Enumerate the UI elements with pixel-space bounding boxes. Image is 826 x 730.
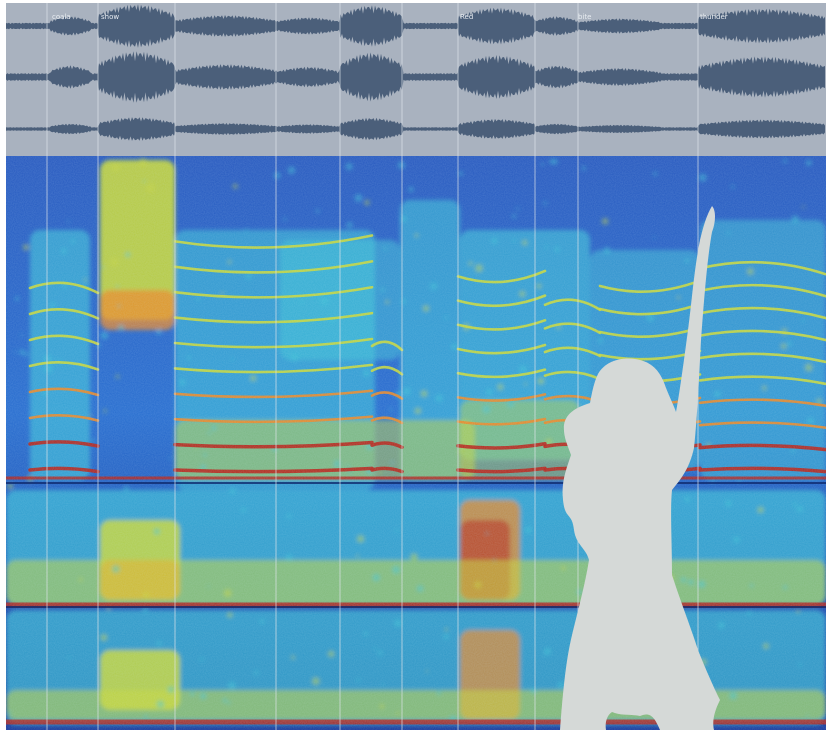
waveform-track-1 bbox=[6, 4, 825, 48]
segment-label-6: Red bbox=[460, 13, 473, 21]
waveform-tracks bbox=[6, 4, 825, 141]
segment-label-9: thunder bbox=[700, 13, 728, 21]
segment-label-1: coala bbox=[52, 13, 71, 21]
waveform-panel bbox=[6, 3, 826, 156]
waveform-track-2 bbox=[6, 51, 825, 103]
spectrogram-band-separators bbox=[6, 482, 826, 608]
waveform-track-3 bbox=[6, 117, 825, 141]
segment-labels: coala show Red bite thunder bbox=[52, 13, 728, 21]
segment-label-2: show bbox=[101, 13, 119, 21]
segment-label-8: bite bbox=[578, 13, 591, 21]
segment-markers bbox=[46, 3, 699, 730]
singer-silhouette-icon bbox=[560, 206, 720, 730]
